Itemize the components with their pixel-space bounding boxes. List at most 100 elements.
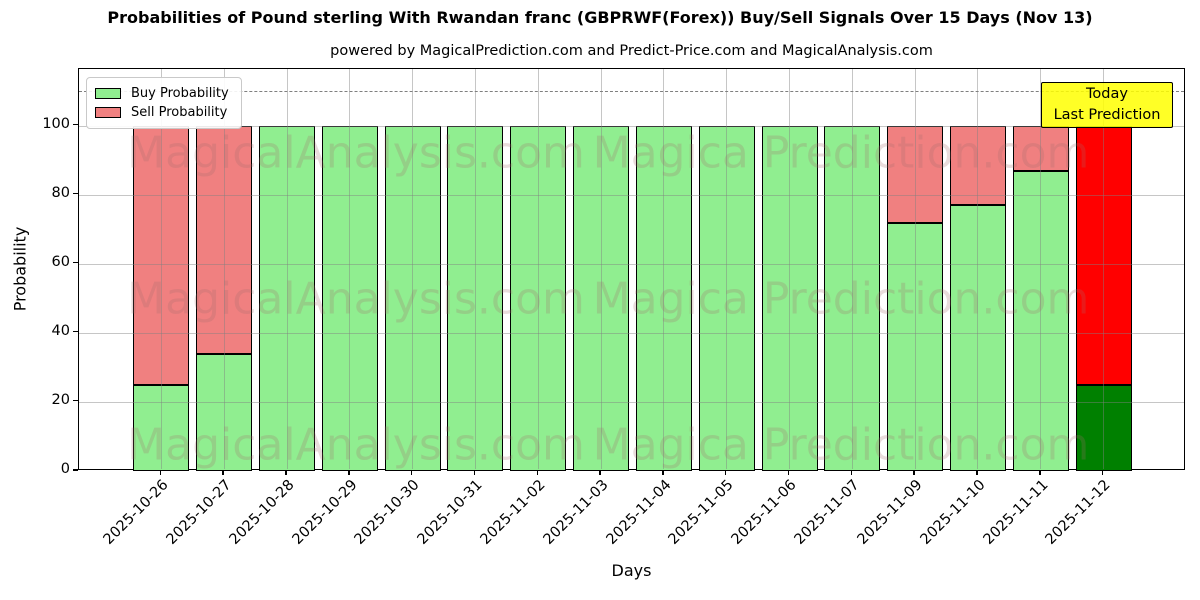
x-tick-label-text: 2025-11-06 bbox=[728, 477, 800, 548]
x-tick-label-text: 2025-10-27 bbox=[163, 477, 235, 548]
x-tick-label-text: 2025-11-12 bbox=[1042, 477, 1114, 548]
x-tick-label-text: 2025-10-30 bbox=[352, 477, 423, 548]
y-tick-0 bbox=[73, 469, 78, 471]
x-tick-11 bbox=[850, 470, 853, 475]
annotation-line-1: Today bbox=[1086, 86, 1128, 102]
x-tick-label-text: 2025-11-10 bbox=[917, 477, 989, 548]
bar-sell-2025-11-11 bbox=[1012, 125, 1069, 171]
v-gridline-1 bbox=[223, 69, 225, 469]
bar-sell-2025-11-09 bbox=[887, 125, 944, 223]
x-tick-10 bbox=[787, 470, 790, 475]
bar-sell-2025-10-27 bbox=[196, 125, 253, 354]
x-tick-label-text: 2025-11-04 bbox=[603, 477, 675, 548]
v-gridline-11 bbox=[851, 69, 853, 469]
bar-buy-2025-10-26 bbox=[133, 384, 190, 471]
bar-buy-2025-10-29 bbox=[321, 125, 378, 471]
v-gridline-10 bbox=[789, 69, 791, 469]
x-tick-8 bbox=[662, 470, 664, 475]
x-tick-4 bbox=[410, 470, 413, 475]
y-tick-label-100: 100 bbox=[42, 115, 70, 132]
x-tick-label-text: 2025-10-26 bbox=[100, 477, 172, 548]
watermark-text: Magica Prediction.com bbox=[592, 127, 1090, 179]
x-tick-13 bbox=[976, 470, 978, 475]
watermark-text: MagicalAnalysis.com bbox=[127, 419, 585, 471]
h-gridline-20 bbox=[79, 401, 1184, 403]
y-tick-40 bbox=[73, 330, 78, 333]
h-gridline-60 bbox=[79, 263, 1184, 265]
v-gridline-0 bbox=[160, 69, 162, 469]
annotation-line-2: Last Prediction bbox=[1053, 107, 1161, 123]
x-tick-0 bbox=[159, 470, 162, 475]
x-tick-label-text: 2025-10-29 bbox=[289, 477, 361, 548]
x-tick-1 bbox=[222, 470, 224, 475]
y-tick-label-80: 80 bbox=[51, 184, 70, 201]
x-tick-5 bbox=[473, 470, 476, 475]
bar-buy-2025-10-30 bbox=[384, 125, 441, 471]
h-gridline-80 bbox=[79, 194, 1184, 196]
v-gridline-14 bbox=[1040, 69, 1042, 469]
x-tick-label-text: 2025-11-03 bbox=[540, 477, 612, 548]
v-gridline-15 bbox=[1103, 69, 1105, 469]
v-gridline-5 bbox=[474, 69, 476, 469]
bar-buy-2025-10-27 bbox=[196, 353, 253, 471]
x-tick-6 bbox=[536, 470, 539, 475]
x-axis-label: Days bbox=[611, 561, 652, 580]
legend-label-1: Sell Probability bbox=[131, 105, 228, 120]
bar-buy-2025-11-07 bbox=[824, 125, 881, 471]
v-gridline-6 bbox=[537, 69, 539, 469]
bar-buy-2025-11-04 bbox=[635, 125, 692, 471]
y-tick-60 bbox=[73, 261, 78, 264]
v-gridline-8 bbox=[663, 69, 665, 469]
x-tick-14 bbox=[1039, 470, 1041, 475]
chart-title: Probabilities of Pound sterling With Rwa… bbox=[107, 8, 1093, 27]
v-gridline-13 bbox=[977, 69, 979, 469]
chart-subtitle: powered by MagicalPrediction.com and Pre… bbox=[330, 43, 933, 59]
bar-buy-2025-11-03 bbox=[573, 125, 630, 471]
y-tick-label-40: 40 bbox=[51, 322, 70, 339]
x-tick-label-text: 2025-11-02 bbox=[477, 477, 549, 548]
y-tick-100 bbox=[73, 123, 78, 126]
h-gridline-40 bbox=[79, 332, 1184, 334]
x-tick-12 bbox=[913, 470, 915, 475]
legend-row-1: Sell Probability bbox=[95, 103, 229, 122]
y-tick-20 bbox=[73, 399, 78, 402]
v-gridline-12 bbox=[914, 69, 916, 469]
plot-area: Buy Probability Sell Probability Today La… bbox=[78, 68, 1185, 471]
y-tick-80 bbox=[73, 192, 78, 195]
legend: Buy Probability Sell Probability bbox=[86, 77, 242, 129]
v-gridline-3 bbox=[349, 69, 351, 469]
bar-buy-2025-10-28 bbox=[259, 125, 316, 471]
y-axis-label: Probability bbox=[10, 226, 30, 312]
watermark-text: Magica Prediction.com bbox=[592, 273, 1090, 325]
dashed-threshold-line bbox=[79, 91, 1184, 93]
legend-swatch-0 bbox=[95, 88, 121, 99]
watermark-text: Magica Prediction.com bbox=[592, 419, 1090, 471]
bar-sell-2025-11-12 bbox=[1075, 125, 1132, 385]
x-tick-3 bbox=[348, 470, 350, 475]
v-gridline-7 bbox=[600, 69, 602, 469]
bar-buy-2025-11-05 bbox=[698, 125, 755, 471]
x-tick-label-text: 2025-11-07 bbox=[791, 477, 863, 548]
x-tick-label-text: 2025-11-05 bbox=[666, 477, 738, 548]
bar-buy-2025-11-06 bbox=[761, 125, 818, 471]
bar-buy-2025-11-12 bbox=[1075, 384, 1132, 471]
watermark-text: MagicalAnalysis.com bbox=[127, 273, 585, 325]
y-tick-label-0: 0 bbox=[60, 461, 70, 477]
x-tick-7 bbox=[599, 470, 601, 475]
bar-buy-2025-11-09 bbox=[887, 222, 944, 471]
x-tick-9 bbox=[724, 470, 727, 475]
legend-swatch-1 bbox=[95, 107, 121, 118]
bar-sell-2025-11-10 bbox=[949, 125, 1006, 206]
bar-buy-2025-11-10 bbox=[949, 205, 1006, 471]
legend-row-0: Buy Probability bbox=[95, 84, 229, 103]
y-tick-label-20: 20 bbox=[51, 391, 70, 408]
x-tick-label-text: 2025-11-11 bbox=[980, 477, 1052, 548]
x-tick-2 bbox=[285, 470, 287, 475]
legend-label-0: Buy Probability bbox=[131, 86, 229, 101]
h-gridline-100 bbox=[79, 125, 1184, 127]
x-tick-label-text: 2025-10-31 bbox=[414, 477, 486, 548]
y-tick-label-60: 60 bbox=[51, 253, 70, 270]
v-gridline-9 bbox=[726, 69, 728, 469]
v-gridline-2 bbox=[286, 69, 288, 469]
